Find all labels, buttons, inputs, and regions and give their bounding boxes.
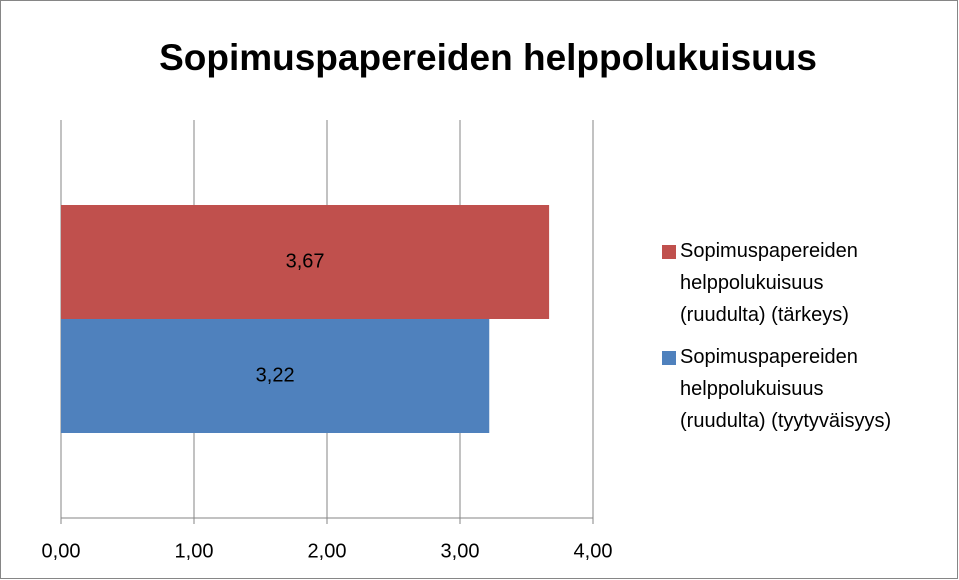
- x-tick-label: 4,00: [574, 540, 613, 562]
- x-tick-label: 1,00: [175, 540, 214, 562]
- legend-swatch: [662, 245, 676, 259]
- bar: [61, 319, 490, 433]
- x-tick-label: 0,00: [42, 540, 81, 562]
- legend-label: Sopimuspapereiden helppolukuisuus (ruudu…: [680, 240, 863, 326]
- x-tick-label: 2,00: [308, 540, 347, 562]
- x-tick-label: 3,00: [441, 540, 480, 562]
- value-label: 3,67: [286, 250, 325, 272]
- legend-swatch: [662, 351, 676, 365]
- chart-title: Sopimuspapereiden helppolukuisuus: [159, 37, 817, 78]
- bar: [61, 205, 550, 319]
- value-label: 3,22: [256, 364, 295, 386]
- legend-label: Sopimuspapereiden helppolukuisuus (ruudu…: [680, 346, 891, 432]
